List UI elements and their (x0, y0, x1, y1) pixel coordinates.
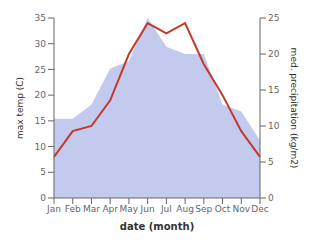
svg-text:35: 35 (35, 13, 46, 23)
svg-text:20: 20 (35, 90, 47, 100)
svg-text:Jun: Jun (140, 204, 155, 214)
svg-text:5: 5 (268, 157, 274, 167)
svg-text:Aug: Aug (176, 204, 194, 214)
svg-text:25: 25 (35, 65, 46, 75)
svg-text:max temp (C): max temp (C) (15, 77, 25, 139)
svg-text:med. precipitation (kg/m2): med. precipitation (kg/m2) (289, 48, 299, 169)
svg-text:20: 20 (268, 49, 280, 59)
svg-text:May: May (120, 204, 139, 214)
svg-text:0: 0 (40, 193, 46, 203)
svg-text:date (month): date (month) (120, 221, 194, 232)
svg-text:25: 25 (268, 13, 279, 23)
svg-text:Mar: Mar (83, 204, 100, 214)
svg-text:Dec: Dec (251, 204, 268, 214)
svg-text:Jul: Jul (160, 204, 172, 214)
svg-text:5: 5 (40, 167, 46, 177)
svg-text:Sep: Sep (195, 204, 212, 214)
svg-text:10: 10 (268, 121, 280, 131)
svg-text:10: 10 (35, 142, 47, 152)
svg-text:Feb: Feb (65, 204, 81, 214)
svg-text:Nov: Nov (232, 204, 250, 214)
svg-text:0: 0 (268, 193, 274, 203)
svg-text:15: 15 (35, 116, 46, 126)
svg-text:Apr: Apr (102, 204, 118, 214)
svg-text:15: 15 (268, 85, 279, 95)
svg-text:Oct: Oct (215, 204, 231, 214)
svg-text:30: 30 (35, 39, 47, 49)
svg-text:Jan: Jan (46, 204, 61, 214)
